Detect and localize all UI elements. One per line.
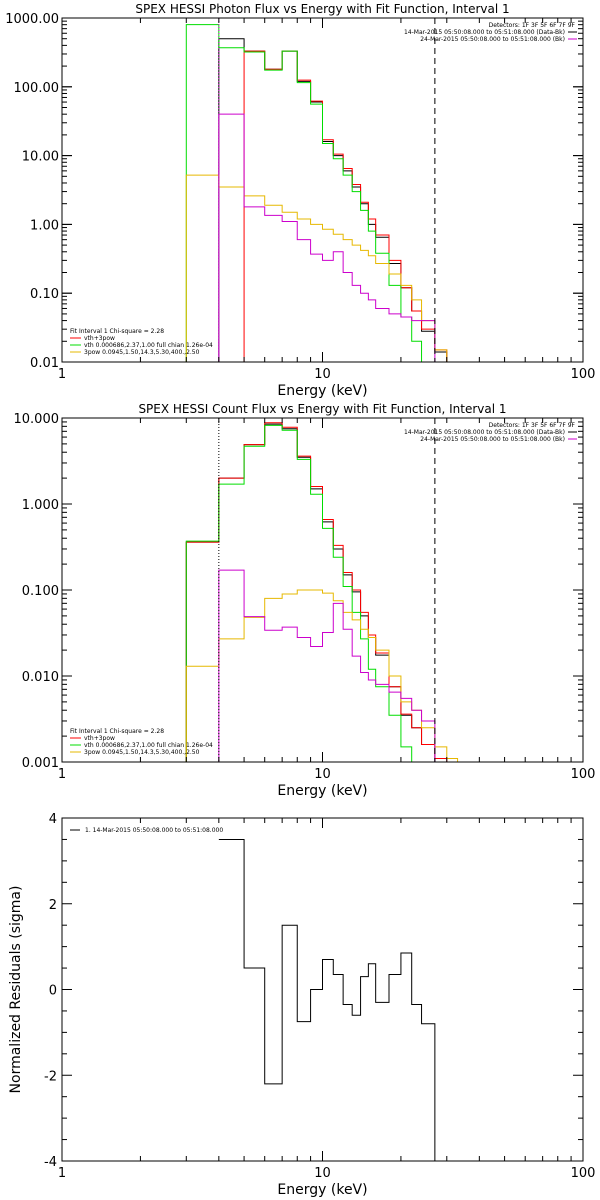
chart-title: SPEX HESSI Count Flux vs Energy with Fit…: [138, 402, 506, 416]
series-1-line: [185, 422, 448, 762]
fit-legend-entry: 3pow 0.0945,1.50,14.3,5.30,400.,2.50: [84, 349, 200, 356]
series-3-line: [185, 174, 448, 362]
series-0-line: [218, 838, 436, 1161]
series-4-line: [218, 113, 436, 362]
y-axis-label: Normalized Residuals (sigma): [8, 886, 24, 1094]
y-tick-label: 10.00: [22, 150, 59, 165]
y-tick-label: 0.010: [22, 670, 59, 685]
plot-frame: [61, 17, 584, 363]
y-tick-label: 10.000: [14, 412, 60, 427]
series-group: [218, 838, 436, 1161]
y-tick-label: 1.00: [30, 218, 59, 233]
x-tick-label: 10: [314, 1166, 331, 1181]
y-tick-label: 4: [49, 812, 57, 827]
x-axis-label: Energy (keV): [277, 1182, 367, 1198]
y-tick-label: 1.000: [22, 498, 59, 513]
y-tick-label: 0.100: [22, 584, 59, 599]
series-2-line: [185, 424, 423, 762]
series-group: [185, 24, 448, 362]
chart-title: SPEX HESSI Photon Flux vs Energy with Fi…: [135, 2, 509, 16]
y-tick-label: 100.00: [14, 81, 60, 96]
legend-entry: 1. 14-Mar-2015 05:50:08.000 to 05:51:08.…: [85, 827, 223, 834]
legend-entry: 24-Mar-2015 05:50:08.000 to 05:51:08.000…: [420, 36, 565, 43]
x-axis-label: Energy (keV): [277, 783, 367, 799]
legend-entry: 14-Mar-2015 05:50:08.000 to 05:51:08.000…: [404, 29, 565, 36]
series-2-line: [185, 24, 436, 362]
series-group: [185, 422, 459, 762]
y-tick-label: 0.01: [30, 356, 59, 371]
y-tick-label: -2: [44, 1069, 57, 1084]
x-tick-label: 100: [571, 367, 596, 382]
x-tick-label: 1: [58, 767, 66, 782]
fit-legend-entry: vth+3pow: [84, 735, 115, 742]
y-tick-label: 1000.00: [5, 12, 59, 27]
x-tick-label: 100: [571, 767, 596, 782]
legend-entry: 14-Mar-2015 05:50:08.000 to 05:51:08.000…: [404, 429, 565, 436]
series-3-line: [185, 589, 459, 762]
series-4-line: [218, 569, 436, 762]
legend-entry: Detectors: 1F 3F 5F 6F 7F 9F: [489, 422, 576, 429]
y-tick-label: 0.10: [30, 287, 59, 302]
x-axis-label: Energy (keV): [277, 383, 367, 399]
fit-legend-entry: 3pow 0.0945,1.50,14.3,5.30,400.,2.50: [84, 749, 200, 756]
y-tick-label: 0: [49, 984, 57, 999]
x-tick-label: 10: [314, 767, 331, 782]
fit-legend-entry: vth+3pow: [84, 335, 115, 342]
residuals-panel: 1 10 100 -4 -2 0 2 4 Energy (keV) Normalized Resi…: [8, 812, 595, 1198]
photon-flux-panel: SPEX HESSI Photon Flux vs Energy with Fi…: [5, 2, 595, 399]
x-tick-label: 1: [58, 1166, 66, 1181]
y-tick-label: 2: [49, 898, 57, 913]
series-1-line: [243, 50, 448, 362]
fit-legend-entry: Fit Interval 1 Chi-square = 2.28: [70, 728, 164, 735]
legend-entry: 24-Mar-2015 05:50:08.000 to 05:51:08.000…: [420, 436, 565, 443]
count-flux-panel: SPEX HESSI Count Flux vs Energy with Fit…: [14, 402, 596, 799]
fit-legend-entry: Fit Interval 1 Chi-square = 2.28: [70, 328, 164, 335]
y-tick-label: -4: [44, 1155, 57, 1170]
fit-legend-entry: vth 0.000686,2.37,1.00 full chian 1.26e-…: [84, 342, 213, 349]
legend-entry: Detectors: 1F 3F 5F 6F 7F 9F: [489, 22, 576, 29]
y-tick-label: 0.001: [22, 756, 59, 771]
series-0-line: [218, 38, 448, 362]
x-tick-label: 100: [571, 1166, 596, 1181]
x-tick-label: 10: [314, 367, 331, 382]
x-tick-label: 1: [58, 367, 66, 382]
fit-legend-entry: vth 0.000686,2.37,1.00 full chian 1.26e-…: [84, 742, 213, 749]
